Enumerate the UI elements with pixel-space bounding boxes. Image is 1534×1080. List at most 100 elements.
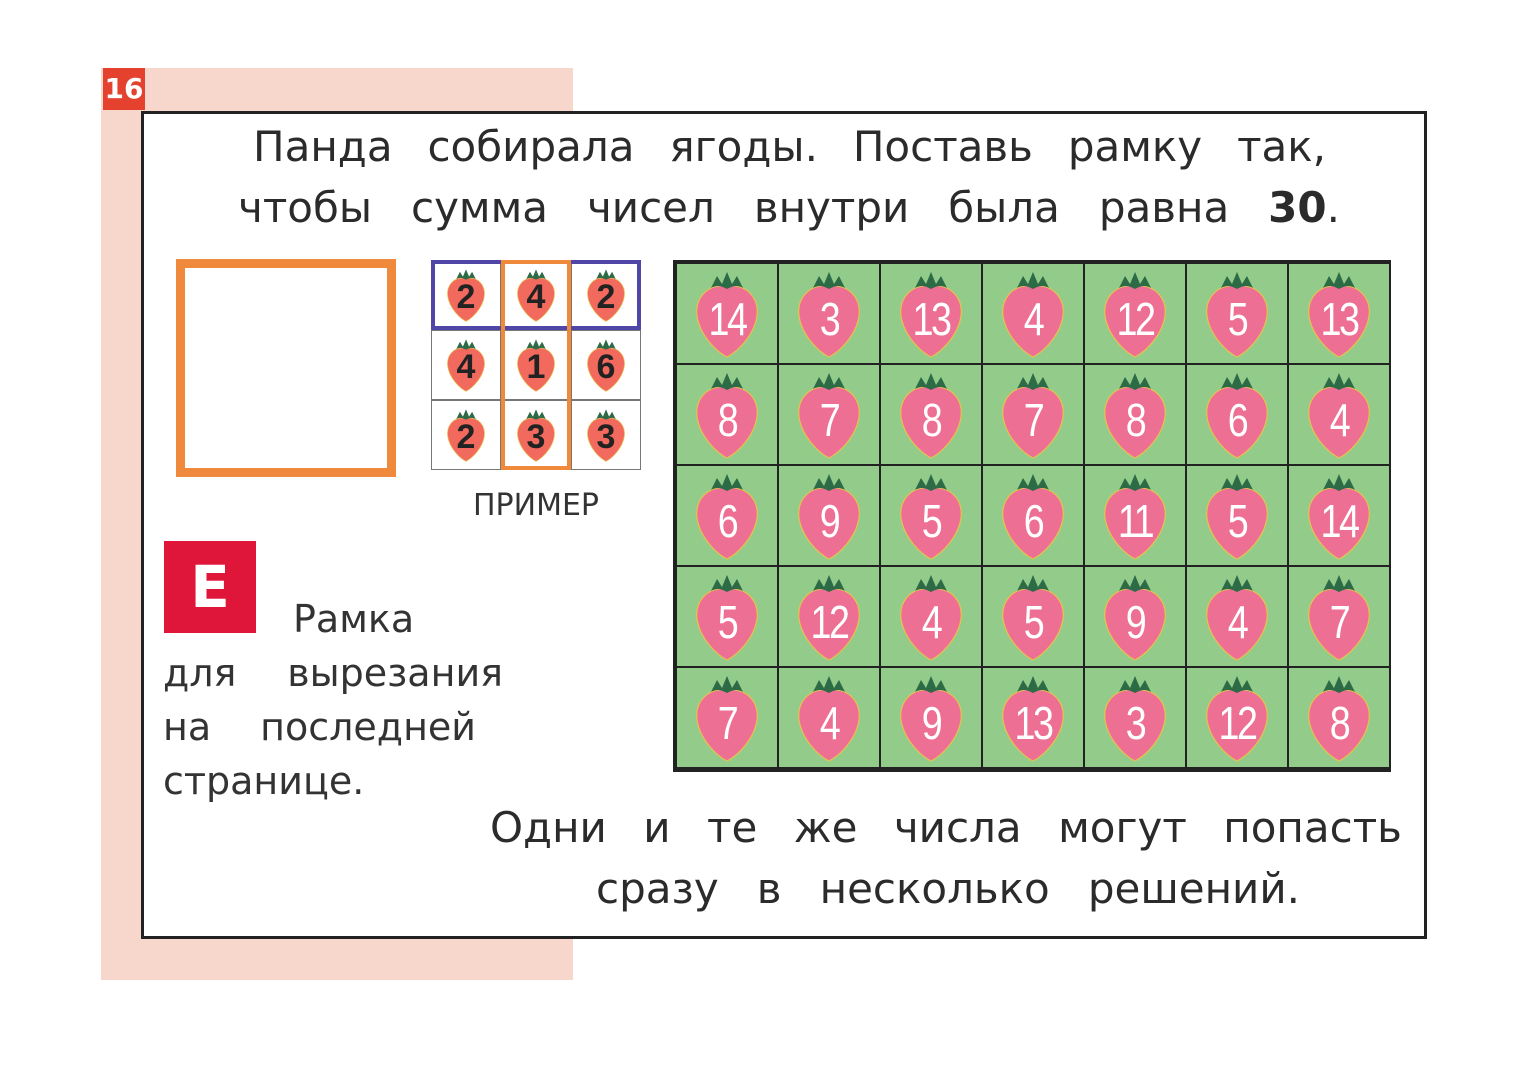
strawberry-icon — [900, 474, 962, 560]
footer-line-2: сразу в несколько решений. — [596, 864, 1300, 913]
page-number: 16 — [103, 68, 145, 110]
berry-number: 4 — [819, 697, 841, 749]
strawberry-icon: 4 — [1303, 371, 1375, 459]
strawberry-icon — [517, 269, 555, 322]
strawberry-icon: 7 — [997, 371, 1069, 459]
grid-cell: 4 — [983, 264, 1083, 363]
grid-cell: 9 — [881, 668, 981, 767]
title-word: чисел — [586, 183, 715, 232]
grid-cell: 12 — [1187, 668, 1287, 767]
note-line-2: для вырезания — [163, 651, 503, 695]
strawberry-icon: 6 — [997, 472, 1069, 560]
grid-cell: 5 — [677, 567, 777, 666]
grid-cell: 14 — [677, 264, 777, 363]
berry-number: 12 — [810, 596, 850, 648]
strawberry-icon: 12 — [793, 573, 865, 661]
grid-cell: 8 — [881, 365, 981, 464]
footer-word: попасть — [1223, 803, 1402, 852]
grid-cell: 5 — [983, 567, 1083, 666]
footer-word: числа — [893, 803, 1022, 852]
strawberry-icon — [1308, 373, 1370, 459]
berry-number: 9 — [921, 697, 943, 749]
strawberry-icon: 13 — [1303, 270, 1375, 358]
example-cell: 4 — [501, 260, 571, 330]
berry-number: 14 — [1320, 495, 1360, 547]
grid-cell: 4 — [779, 668, 879, 767]
grid-cell: 6 — [677, 466, 777, 565]
strawberry-icon — [447, 409, 485, 462]
strawberry-icon — [798, 676, 860, 762]
berry-number: 8 — [1125, 394, 1147, 446]
strawberry-icon: 1 — [514, 338, 558, 392]
note-word: для — [163, 651, 237, 695]
berry-number: 7 — [819, 394, 841, 446]
berry-number: 13 — [1014, 697, 1054, 749]
strawberry-icon: 4 — [895, 573, 967, 661]
strawberry-icon: 7 — [691, 674, 763, 762]
title-word: рамку — [1067, 122, 1203, 171]
grid-cell: 6 — [1187, 365, 1287, 464]
example-cell: 1 — [501, 330, 571, 400]
strawberry-icon — [1206, 575, 1268, 661]
grid-cell: 4 — [1187, 567, 1287, 666]
strawberry-icon: 7 — [1303, 573, 1375, 661]
example-cell: 6 — [571, 330, 641, 400]
strawberry-icon — [517, 409, 555, 462]
strawberry-icon: 9 — [895, 674, 967, 762]
title-line-1: Панда собирала ягоды. Поставь рамку так, — [253, 122, 1326, 171]
strawberry-icon: 5 — [1201, 472, 1273, 560]
berry-number: 7 — [717, 697, 739, 749]
berry-number: 9 — [819, 495, 841, 547]
strawberry-icon — [1104, 272, 1166, 358]
strawberry-icon — [447, 339, 485, 392]
strawberry-icon — [1206, 272, 1268, 358]
example-grid: 2 4 2 4 1 6 2 3 3 — [431, 260, 641, 470]
grid-cell: 11 — [1085, 466, 1185, 565]
strawberry-icon — [1104, 474, 1166, 560]
strawberry-icon — [587, 339, 625, 392]
footer-word: сразу — [596, 864, 719, 913]
strawberry-icon: 9 — [793, 472, 865, 560]
example-number: 2 — [456, 278, 476, 316]
berry-number: 11 — [1117, 495, 1155, 547]
title-word: чтобы — [238, 183, 373, 232]
strawberry-icon — [1308, 474, 1370, 560]
cut-frame — [176, 259, 396, 477]
example-cell: 4 — [431, 330, 501, 400]
title-word: Панда — [253, 122, 393, 171]
footer-word: же — [793, 803, 858, 852]
grid-cell: 9 — [1085, 567, 1185, 666]
footer-word: и — [643, 803, 671, 852]
berry-number: 13 — [912, 293, 952, 345]
berry-number: 3 — [1125, 697, 1147, 749]
berry-number: 6 — [1227, 394, 1249, 446]
grid-cell: 5 — [1187, 466, 1287, 565]
strawberry-icon: 4 — [444, 338, 488, 392]
note-line-3: на последней — [163, 705, 476, 749]
berry-number: 13 — [1320, 293, 1360, 345]
strawberry-icon — [696, 474, 758, 560]
strawberry-icon — [900, 676, 962, 762]
footer-word: те — [707, 803, 758, 852]
strawberry-icon: 7 — [793, 371, 865, 459]
strawberry-icon: 2 — [444, 268, 488, 322]
strawberry-icon: 11 — [1099, 472, 1171, 560]
grid-cell: 7 — [1289, 567, 1389, 666]
grid-cell: 7 — [983, 365, 1083, 464]
strawberry-icon: 5 — [1201, 270, 1273, 358]
strawberry-icon: 8 — [1099, 371, 1171, 459]
strawberry-icon — [696, 575, 758, 661]
footer-word: могут — [1058, 803, 1187, 852]
strawberry-icon: 4 — [793, 674, 865, 762]
strawberry-icon: 6 — [691, 472, 763, 560]
strawberry-icon: 8 — [691, 371, 763, 459]
strawberry-icon — [1002, 676, 1064, 762]
strawberry-icon — [1308, 676, 1370, 762]
grid-cell: 8 — [1289, 668, 1389, 767]
berry-number: 8 — [1329, 697, 1351, 749]
strawberry-icon — [900, 373, 962, 459]
strawberry-icon: 2 — [444, 408, 488, 462]
strawberry-icon — [696, 272, 758, 358]
target-sum-value: 30 — [1268, 183, 1327, 232]
berry-number: 4 — [921, 596, 943, 648]
